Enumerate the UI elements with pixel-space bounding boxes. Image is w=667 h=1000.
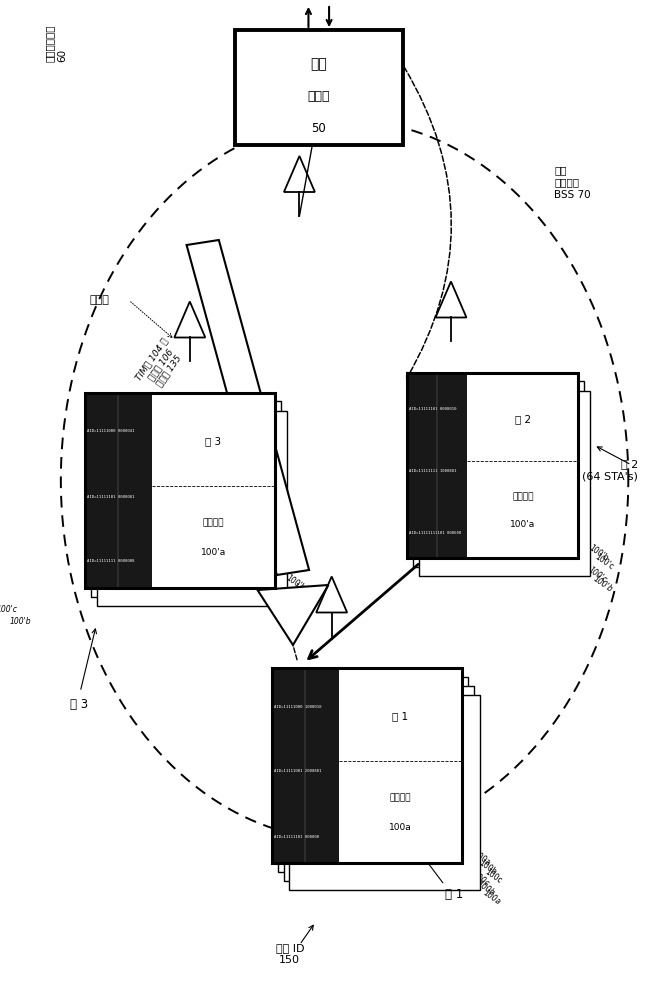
Bar [85, 392, 275, 587]
Bar [272, 668, 462, 862]
Text: 100a: 100a [389, 823, 412, 832]
Text: 100a: 100a [472, 849, 492, 868]
Text: 群 3: 群 3 [205, 436, 221, 446]
Text: 群 1: 群 1 [444, 888, 463, 902]
Bar [339, 668, 462, 862]
Text: 100'c: 100'c [290, 582, 312, 602]
Text: 100a: 100a [482, 889, 502, 907]
Polygon shape [187, 240, 309, 575]
Text: AID=11111111101 000000: AID=11111111101 000000 [410, 531, 462, 535]
Polygon shape [257, 585, 328, 645]
Text: AID=11111101 0008010: AID=11111101 0008010 [410, 408, 457, 412]
Text: 无线设备: 无线设备 [390, 794, 411, 803]
Text: 无线设备: 无线设备 [203, 519, 224, 528]
Bar [97, 411, 287, 606]
Text: 群 2: 群 2 [515, 414, 531, 424]
Text: AID=11111111 1000881: AID=11111111 1000881 [410, 469, 457, 473]
Text: AID=11111101 0000081: AID=11111101 0000081 [87, 495, 135, 499]
Text: AID=11111000 1008010: AID=11111000 1008010 [274, 704, 321, 708]
Text: 无线设备: 无线设备 [512, 492, 534, 501]
Text: 100b: 100b [477, 858, 498, 876]
Text: 100'b: 100'b [588, 543, 610, 562]
Text: 群 3: 群 3 [71, 698, 89, 712]
Text: 100'c: 100'c [0, 606, 18, 614]
Text: 100c: 100c [483, 867, 504, 886]
Text: 100c: 100c [470, 870, 491, 889]
Text: TIM图 104 和
群参数 106
信标帧 135: TIM图 104 和 群参数 106 信标帧 135 [134, 336, 187, 394]
Text: 100'c: 100'c [586, 566, 608, 585]
Bar [272, 668, 339, 862]
Text: 100'b: 100'b [284, 573, 307, 592]
Bar [91, 401, 281, 596]
Text: 100b: 100b [476, 880, 497, 898]
Text: AID=11111001 2000881: AID=11111001 2000881 [274, 770, 321, 774]
Text: 100'a: 100'a [201, 548, 226, 557]
Bar [289, 694, 480, 890]
Text: 100'b: 100'b [592, 574, 615, 594]
Text: 100'c: 100'c [593, 552, 616, 572]
Text: 100'a: 100'a [510, 520, 536, 529]
Bar [408, 372, 578, 558]
Text: 接入点: 接入点 [307, 90, 330, 103]
Text: 无线
基础设施
BSS 70: 无线 基础设施 BSS 70 [554, 165, 591, 200]
Text: 群 1: 群 1 [392, 711, 408, 721]
Bar [408, 372, 468, 558]
Text: 有线基础设施
60: 有线基础设施 60 [45, 25, 67, 62]
Text: 群轮询: 群轮询 [90, 295, 109, 305]
Bar [151, 392, 275, 587]
Bar [419, 390, 590, 576]
Text: 群 2
(64 STA's): 群 2 (64 STA's) [582, 459, 638, 481]
Text: 无线: 无线 [310, 57, 327, 72]
Text: 关联 ID
150: 关联 ID 150 [275, 943, 304, 965]
Bar [468, 372, 578, 558]
Text: AID=11111111 0000008: AID=11111111 0000008 [87, 560, 135, 564]
Bar [235, 30, 403, 145]
Text: AID=11111000 0000041: AID=11111000 0000041 [87, 430, 135, 434]
Bar [85, 392, 151, 587]
Bar [283, 686, 474, 881]
Text: 50: 50 [311, 122, 326, 135]
Bar [278, 676, 468, 872]
Text: 100'b: 100'b [10, 618, 31, 626]
Bar [414, 381, 584, 566]
Text: AID=11111101 000000: AID=11111101 000000 [274, 834, 319, 838]
